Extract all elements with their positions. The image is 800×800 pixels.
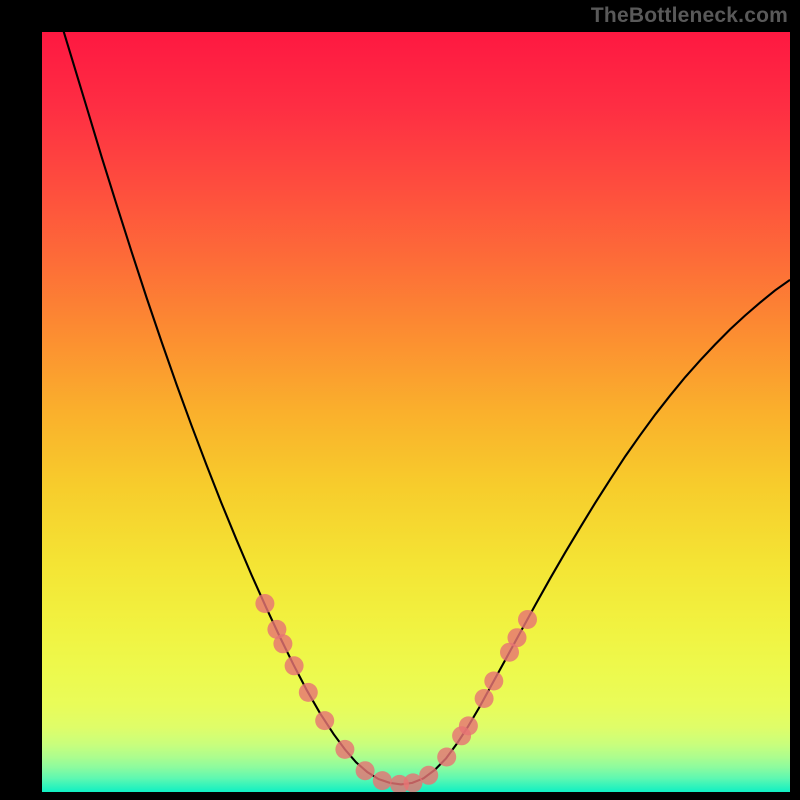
scatter-point [315, 711, 334, 730]
scatter-point [475, 689, 494, 708]
watermark-text: TheBottleneck.com [591, 4, 788, 28]
scatter-point [419, 766, 438, 785]
scatter-point [335, 740, 354, 759]
scatter-layer [42, 32, 790, 792]
scatter-point [285, 656, 304, 675]
scatter-point [255, 594, 274, 613]
scatter-point [437, 748, 456, 767]
scatter-point [273, 634, 292, 653]
scatter-point [373, 771, 392, 790]
chart-container: TheBottleneck.com [0, 0, 800, 800]
scatter-point [299, 683, 318, 702]
scatter-point [484, 672, 503, 691]
scatter-point [508, 628, 527, 647]
plot-area [42, 32, 790, 792]
scatter-point [518, 610, 537, 629]
scatter-point [459, 716, 478, 735]
scatter-point [356, 761, 375, 780]
scatter-points [255, 594, 537, 792]
